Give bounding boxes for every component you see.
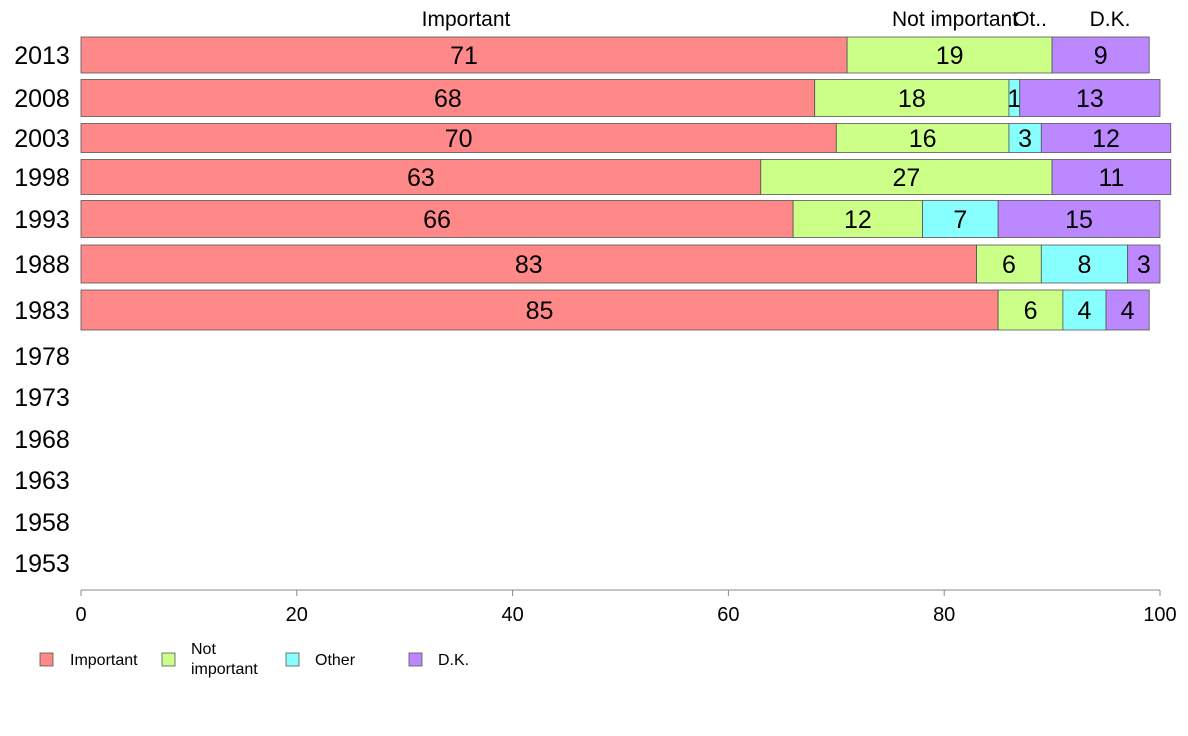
bar-label-1983-2: 4	[1078, 297, 1092, 325]
year-label-1953: 1953	[14, 550, 70, 578]
bar-2013-not-important	[846, 36, 1053, 74]
legend-label-1-1: important	[191, 661, 258, 678]
bar-label-1988-1: 6	[1002, 251, 1016, 279]
header-label-1: Not important	[892, 8, 1018, 31]
x-tick-label-40: 40	[501, 604, 523, 626]
bar-2003-important	[80, 123, 837, 153]
x-tick-label-80: 80	[933, 604, 955, 626]
year-label-1988: 1988	[14, 251, 70, 279]
bar-label-1988-0: 83	[515, 251, 543, 279]
bar-2008-important	[80, 79, 816, 117]
bar-label-2003-1: 16	[909, 125, 937, 153]
year-label-1963: 1963	[14, 467, 70, 495]
year-label-1973: 1973	[14, 384, 70, 412]
bar-label-1993-0: 66	[423, 206, 451, 234]
bar-label-2013-1: 19	[936, 42, 964, 70]
header-label-2: Ot..	[1013, 8, 1047, 31]
bar-label-1998-0: 63	[407, 164, 435, 192]
x-tick-label-0: 0	[75, 604, 86, 626]
bar-label-2003-3: 12	[1092, 125, 1120, 153]
bar-label-2008-1: 18	[898, 85, 926, 113]
bar-label-1983-0: 85	[526, 297, 554, 325]
bar-label-2008-0: 68	[434, 85, 462, 113]
year-label-1983: 1983	[14, 297, 70, 325]
year-label-2003: 2003	[14, 125, 70, 153]
legend-label-2-0: Other	[315, 652, 356, 669]
year-label-1968: 1968	[14, 426, 70, 454]
legend-label-3-0: D.K.	[438, 652, 469, 669]
bar-2008-d-k-	[1019, 79, 1161, 117]
year-label-2013: 2013	[14, 42, 70, 70]
bar-1993-d-k-	[997, 200, 1161, 238]
bar-label-2013-3: 9	[1094, 42, 1108, 70]
bar-2008-not-important	[814, 79, 1010, 117]
legend-swatch-d-k-	[408, 652, 423, 667]
bar-2013-important	[80, 36, 848, 74]
bar-label-1983-1: 6	[1024, 297, 1038, 325]
x-tick-label-100: 100	[1143, 604, 1176, 626]
bar-1983-other	[1062, 289, 1107, 331]
bar-2003-d-k-	[1040, 123, 1172, 153]
bar-1988-important	[80, 244, 977, 284]
legend-swatch-not-important	[161, 652, 176, 667]
bar-label-1983-3: 4	[1121, 297, 1135, 325]
bar-1988-not-important	[976, 244, 1042, 284]
legend-label-0-0: Important	[70, 652, 138, 669]
bar-1998-d-k-	[1051, 159, 1172, 195]
legend-swatch-important	[39, 652, 54, 667]
year-label-1958: 1958	[14, 509, 70, 537]
year-label-1993: 1993	[14, 206, 70, 234]
bar-1998-important	[80, 159, 762, 195]
bar-label-2003-2: 3	[1018, 125, 1032, 153]
bar-1983-d-k-	[1105, 289, 1150, 331]
bar-label-1998-3: 11	[1098, 164, 1124, 192]
legend-label-1-0: Not	[191, 641, 216, 658]
bar-2003-other	[1008, 123, 1042, 153]
bar-label-1988-2: 8	[1078, 251, 1092, 279]
bar-2003-not-important	[835, 123, 1010, 153]
x-tick-label-20: 20	[286, 604, 308, 626]
header-label-0: Important	[422, 8, 511, 31]
bar-label-1993-1: 12	[844, 206, 872, 234]
x-tick-label-60: 60	[717, 604, 739, 626]
year-label-1998: 1998	[14, 164, 70, 192]
bar-label-2003-0: 70	[445, 125, 473, 153]
bar-2013-d-k-	[1051, 36, 1150, 74]
bar-1988-d-k-	[1127, 244, 1161, 284]
bar-label-1993-2: 7	[953, 206, 967, 234]
year-label-1978: 1978	[14, 343, 70, 371]
bar-label-1993-3: 15	[1065, 206, 1093, 234]
bar-1998-not-important	[760, 159, 1053, 195]
header-label-3: D.K.	[1090, 8, 1131, 31]
bar-label-2008-3: 13	[1076, 85, 1104, 113]
bar-1993-not-important	[792, 200, 924, 238]
bar-label-2008-2: 1	[1007, 85, 1021, 113]
bar-label-2013-0: 71	[450, 42, 478, 70]
legend-swatch-other	[285, 652, 300, 667]
bar-1993-important	[80, 200, 794, 238]
year-label-2008: 2008	[14, 85, 70, 113]
bar-label-1988-3: 3	[1137, 251, 1151, 279]
bar-1983-important	[80, 289, 999, 331]
bar-label-1998-1: 27	[893, 164, 921, 192]
